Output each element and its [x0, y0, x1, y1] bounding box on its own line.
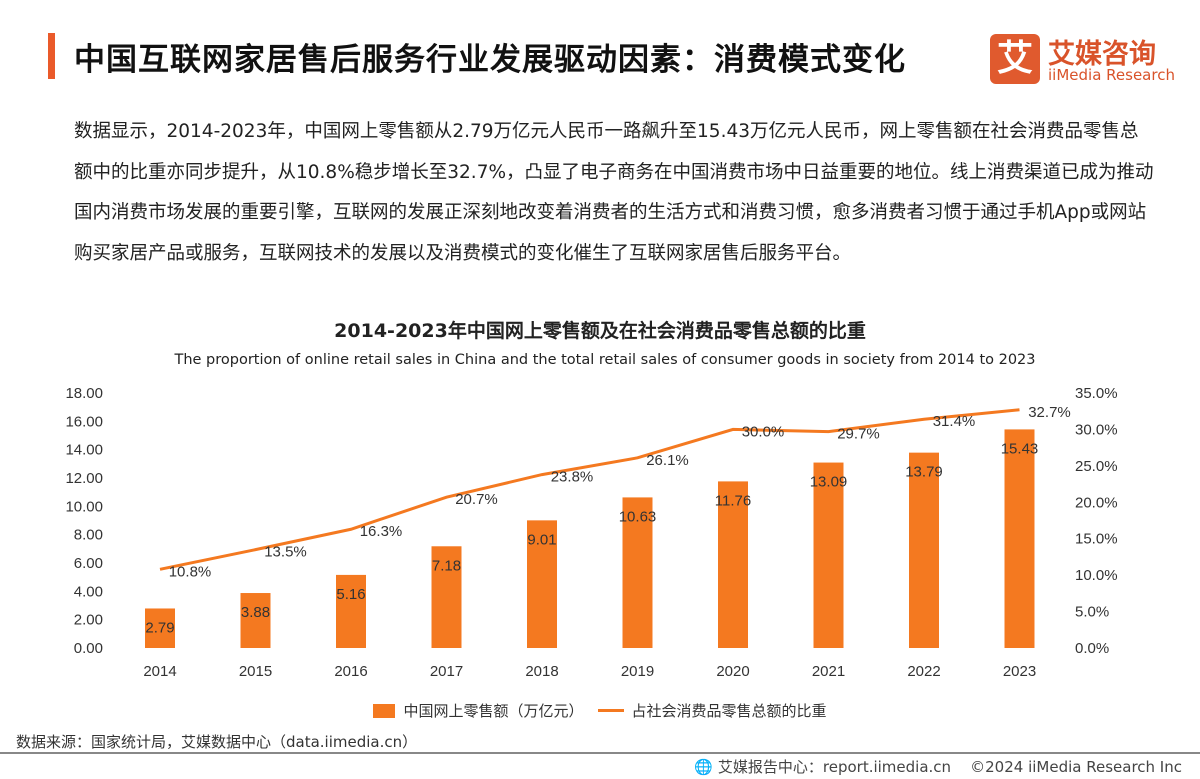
bar-label: 2.79 — [145, 619, 174, 636]
bar — [431, 546, 462, 648]
bar — [336, 574, 366, 648]
line-series — [159, 408, 1020, 571]
y-left-tick: 14.00 — [65, 442, 103, 459]
footer-report-link[interactable]: 艾媒报告中心：report.iimedia.cn — [717, 758, 952, 776]
footer-copyright: ©2024 iiMedia Research Inc — [970, 758, 1182, 776]
y-right-tick: 15.0% — [1075, 531, 1118, 548]
data-source: 数据来源：国家统计局，艾媒数据中心（data.iimedia.cn） — [16, 733, 418, 751]
y-left-tick: 18.00 — [65, 385, 103, 402]
y-right-tick: 0.0% — [1075, 640, 1109, 657]
bar — [813, 462, 844, 648]
line-label: 20.7% — [455, 491, 498, 508]
y-right-tick: 10.0% — [1075, 567, 1118, 584]
description-paragraph: 数据显示，2014-2023年，中国网上零售额从2.79万亿元人民币一路飙升至1… — [74, 121, 1154, 264]
y-left-tick: 10.00 — [65, 498, 103, 515]
line-label: 13.5% — [264, 544, 307, 561]
y-right-tick: 35.0% — [1075, 385, 1118, 402]
bar — [622, 497, 653, 648]
x-tick: 2023 — [1003, 663, 1036, 680]
bar-label: 9.01 — [527, 531, 556, 548]
line-label: 32.7% — [1028, 404, 1071, 421]
chart-subtitle: The proportion of online retail sales in… — [174, 352, 1036, 368]
x-tick: 2022 — [907, 663, 940, 680]
bar-label: 7.18 — [432, 557, 461, 574]
y-right-tick: 20.0% — [1075, 494, 1118, 511]
y-right-tick: 25.0% — [1075, 458, 1118, 475]
iimedia-logo: 艾 艾媒咨询 iiMedia Research — [990, 34, 1190, 88]
logo-cn-text: 艾媒咨询 — [1048, 39, 1156, 70]
x-tick: 2014 — [143, 663, 176, 680]
y-left-tick: 12.00 — [65, 470, 103, 487]
legend: 中国网上零售额（万亿元） 占社会消费品零售总额的比重 — [0, 700, 1200, 721]
line-label: 26.1% — [646, 452, 689, 469]
legend-line-label: 占社会消费品零售总额的比重 — [631, 702, 827, 720]
bar — [909, 452, 939, 648]
bar-label: 10.63 — [619, 508, 657, 525]
line-label: 30.0% — [742, 423, 785, 440]
y-left-tick: 16.00 — [65, 413, 103, 430]
line-label: 23.8% — [551, 469, 594, 486]
x-tick: 2017 — [430, 663, 463, 680]
bar-label: 3.88 — [241, 604, 270, 621]
y-left-tick: 0.00 — [74, 640, 103, 657]
y-left-tick: 2.00 — [74, 612, 103, 629]
bar-label: 5.16 — [336, 586, 365, 603]
y-left-tick: 6.00 — [74, 555, 103, 572]
x-tick: 2016 — [334, 663, 367, 680]
globe-icon: 🌐 — [694, 758, 714, 776]
bar-label: 11.76 — [715, 492, 751, 509]
x-tick: 2019 — [621, 663, 654, 680]
logo-en-text: iiMedia Research — [1048, 66, 1175, 84]
x-tick: 2015 — [239, 663, 272, 680]
bar-label: 15.43 — [1001, 440, 1039, 457]
legend-bar-swatch — [373, 703, 396, 718]
x-tick: 2018 — [525, 663, 558, 680]
line-label: 31.4% — [933, 413, 976, 430]
chart-title: 2014-2023年中国网上零售额及在社会消费品零售总额的比重 — [334, 320, 866, 342]
bar — [718, 481, 748, 648]
bar — [1004, 429, 1035, 648]
bar-label: 13.79 — [905, 464, 943, 481]
title-accent-bar — [48, 33, 55, 79]
x-tick: 2020 — [716, 663, 749, 680]
line-label: 29.7% — [837, 426, 880, 443]
logo-mark: 艾 — [990, 34, 1040, 84]
bar-label: 13.09 — [810, 474, 848, 491]
y-right-tick: 5.0% — [1075, 604, 1109, 621]
page-title: 中国互联网家居售后服务行业发展驱动因素：消费模式变化 — [74, 42, 906, 78]
bar — [240, 593, 271, 648]
y-left-tick: 8.00 — [74, 527, 103, 544]
line-label: 16.3% — [360, 523, 403, 540]
legend-line-swatch — [597, 709, 624, 712]
footer-divider — [0, 752, 1200, 754]
y-left-tick: 4.00 — [74, 583, 103, 600]
line-label: 10.8% — [169, 563, 212, 580]
y-right-tick: 30.0% — [1075, 421, 1118, 438]
bar — [145, 608, 175, 648]
bar — [527, 520, 557, 648]
x-tick: 2021 — [812, 663, 845, 680]
footer: 🌐 艾媒报告中心：report.iimedia.cn ©2024 iiMedia… — [694, 756, 1182, 777]
legend-bar-label: 中国网上零售额（万亿元） — [403, 702, 584, 720]
